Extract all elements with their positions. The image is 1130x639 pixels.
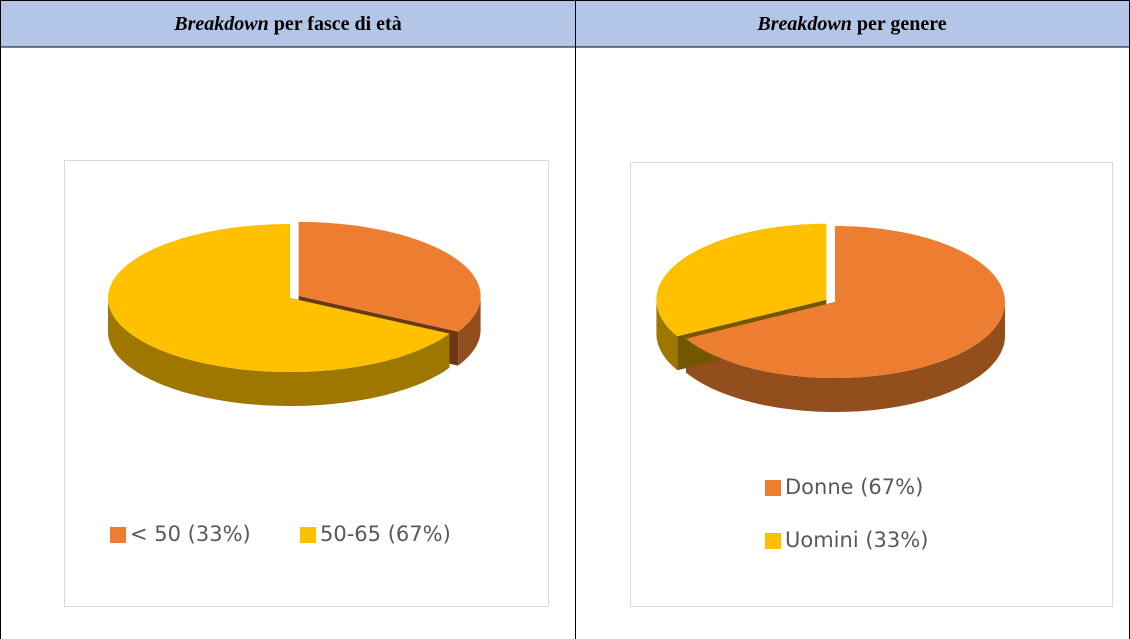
slice-side bbox=[656, 299, 678, 371]
legend-swatch bbox=[110, 527, 126, 543]
pie-slice bbox=[298, 221, 481, 332]
legend-swatch bbox=[765, 480, 781, 496]
pie-slice bbox=[108, 224, 450, 372]
legend-label: Uomini (33%) bbox=[785, 528, 928, 552]
slice-side bbox=[458, 295, 481, 366]
header-cell: Breakdown per genere bbox=[756, 13, 946, 35]
header-cell: Breakdown per fasce di età bbox=[173, 13, 401, 35]
legend-label: 50-65 (67%) bbox=[320, 522, 451, 546]
legend-swatch bbox=[765, 533, 781, 549]
legend-label: Donne (67%) bbox=[785, 475, 923, 499]
legend-label: < 50 (33%) bbox=[130, 522, 251, 546]
legend-swatch bbox=[300, 527, 316, 543]
pie-slice bbox=[656, 223, 827, 337]
header-text: per fasce di età bbox=[274, 13, 402, 35]
pie-slice bbox=[686, 226, 1005, 378]
header-em: Breakdown bbox=[173, 13, 268, 35]
header-row bbox=[0, 0, 1130, 47]
slice-side bbox=[686, 302, 1005, 412]
header-em: Breakdown bbox=[756, 13, 851, 35]
header-text: per genere bbox=[857, 13, 947, 35]
slice-side bbox=[108, 298, 450, 406]
